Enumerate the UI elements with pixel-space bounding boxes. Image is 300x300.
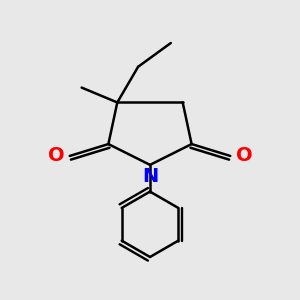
Text: N: N	[142, 167, 158, 186]
Text: O: O	[48, 146, 64, 165]
Text: O: O	[236, 146, 252, 165]
